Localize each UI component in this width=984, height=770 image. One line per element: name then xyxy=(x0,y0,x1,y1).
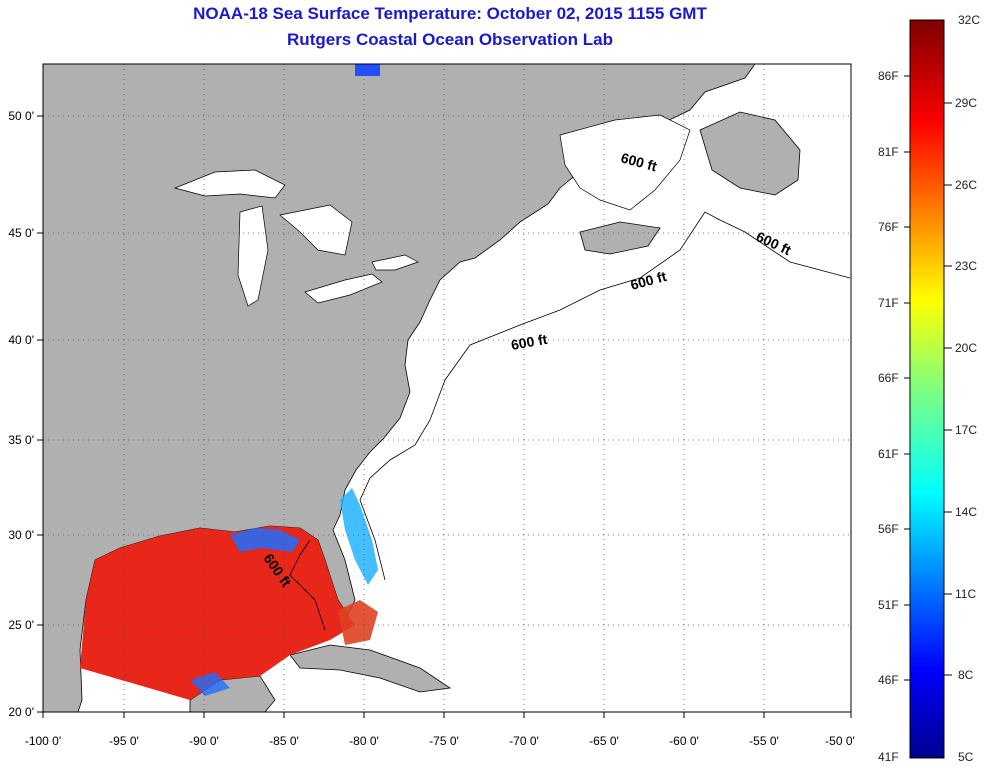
map-gridlines xyxy=(43,64,851,712)
colorbar-fahrenheit-label: 51F xyxy=(878,598,899,612)
colorbar-fahrenheit-label: 41F xyxy=(878,750,899,764)
lon-tick-label: -65 0' xyxy=(589,734,619,748)
colorbar-celsius-label: 32C xyxy=(958,13,981,27)
colorbar-celsius-label: 11C xyxy=(955,587,977,601)
map-subtitle: Rutgers Coastal Ocean Observation Lab xyxy=(287,30,613,49)
axis-ticks xyxy=(37,115,852,718)
colorbar-celsius-label: 23C xyxy=(955,259,978,273)
colorbar-fahrenheit-label: 46F xyxy=(878,673,899,687)
colorbar-fahrenheit-label: 81F xyxy=(878,145,899,159)
land-cuba xyxy=(289,644,452,693)
sst-cool-coastal-patch xyxy=(230,528,300,552)
gulf-st-lawrence xyxy=(559,114,691,211)
sst-hudson-patch xyxy=(355,64,380,76)
lon-tick-label: -50 0' xyxy=(825,734,855,748)
colorbar-fahrenheit-label: 86F xyxy=(878,69,899,83)
lat-tick-label: 30 0' xyxy=(8,528,34,542)
colorbar-celsius-label: 26C xyxy=(955,178,978,192)
land-nova-scotia xyxy=(579,221,661,255)
contour-label: 600 ft xyxy=(510,331,549,353)
colorbar-celsius-label: 8C xyxy=(958,668,974,682)
lon-tick-label: -60 0' xyxy=(669,734,699,748)
colorbar-fahrenheit-label: 71F xyxy=(878,296,899,310)
lon-tick-label: -95 0' xyxy=(109,734,139,748)
lon-tick-label: -90 0' xyxy=(189,734,219,748)
lon-tick-label: -75 0' xyxy=(429,734,459,748)
lon-tick-label: -85 0' xyxy=(269,734,299,748)
lon-tick-label: -80 0' xyxy=(349,734,379,748)
sst-cool-yucatan-patch xyxy=(190,672,230,696)
sst-gulf-of-mexico xyxy=(80,526,355,700)
land-newfoundland xyxy=(699,111,801,196)
lat-tick-label: 35 0' xyxy=(8,433,34,447)
colorbar-celsius-label: 17C xyxy=(955,423,978,437)
latitude-labels: 20 0' 25 0' 30 0' 35 0' 40 0' 45 0' 50 0… xyxy=(8,109,34,719)
lat-tick-label: 20 0' xyxy=(8,705,34,719)
colorbar-celsius-label: 14C xyxy=(955,505,978,519)
colorbar-celsius-label: 5C xyxy=(958,750,974,764)
sst-cool-atlantic-coast xyxy=(340,488,378,585)
lon-tick-label: -70 0' xyxy=(509,734,539,748)
lat-tick-label: 50 0' xyxy=(8,109,34,123)
colorbar xyxy=(909,19,945,759)
map-title: NOAA-18 Sea Surface Temperature: October… xyxy=(193,4,707,23)
lon-tick-label: -55 0' xyxy=(749,734,779,748)
lat-tick-label: 45 0' xyxy=(8,226,34,240)
colorbar-fahrenheit-label: 56F xyxy=(878,522,899,536)
colorbar-celsius-label: 29C xyxy=(955,96,978,110)
lon-tick-label: -100 0' xyxy=(25,734,61,748)
colorbar-ticks xyxy=(904,75,952,681)
colorbar-fahrenheit-label: 66F xyxy=(878,371,899,385)
great-lakes xyxy=(173,169,419,307)
colorbar-celsius-label: 20C xyxy=(955,341,978,355)
colorbar-fahrenheit-label: 76F xyxy=(878,220,899,234)
lat-tick-label: 40 0' xyxy=(8,333,34,347)
isobath-600ft xyxy=(359,211,851,581)
map-frame xyxy=(42,63,852,713)
isobath-600ft-gulf xyxy=(289,539,326,631)
lat-tick-label: 25 0' xyxy=(8,618,34,632)
colorbar-fahrenheit-label: 61F xyxy=(878,447,899,461)
sst-florida-straits xyxy=(338,600,378,645)
longitude-labels: -100 0' -95 0' -90 0' -85 0' -80 0' -75 … xyxy=(25,734,855,748)
